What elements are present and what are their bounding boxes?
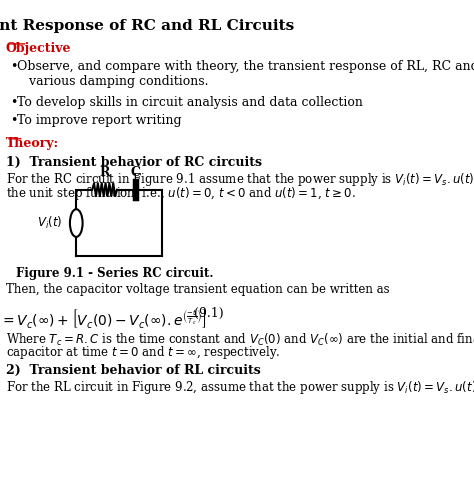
Text: C: C [130, 166, 140, 179]
Text: •: • [10, 60, 18, 73]
Text: (9.1): (9.1) [194, 307, 224, 320]
Text: •: • [10, 114, 18, 127]
Text: $V_c(t) = V_c(\infty) + \left[V_c(0) - V_c(\infty).e^{\left(\frac{-t}{T_c}\right: $V_c(t) = V_c(\infty) + \left[V_c(0) - V… [0, 307, 207, 330]
Text: Transient Response of RC and RL Circuits: Transient Response of RC and RL Circuits [0, 19, 294, 33]
Text: Observe, and compare with theory, the transient response of RL, RC and RLC circu: Observe, and compare with theory, the tr… [17, 60, 474, 88]
Text: the unit step function, i.e., $u(t) = 0$, $t < 0$ and $u(t) = 1$, $t \geq 0$.: the unit step function, i.e., $u(t) = 0$… [6, 185, 356, 202]
Text: R: R [100, 166, 110, 179]
Text: 2)  Transient behavior of RL circuits: 2) Transient behavior of RL circuits [6, 364, 261, 377]
Text: Objective: Objective [6, 42, 72, 55]
Text: Then, the capacitor voltage transient equation can be written as: Then, the capacitor voltage transient eq… [6, 283, 390, 296]
Text: Where $T_c = R.C$ is the time constant and $V_C(0)$ and $V_C(\infty)$ are the in: Where $T_c = R.C$ is the time constant a… [6, 331, 474, 347]
Text: capacitor at time $t = 0$ and $t = \infty$, respectively.: capacitor at time $t = 0$ and $t = \inft… [6, 344, 281, 361]
Text: Figure 9.1 - Series RC circuit.: Figure 9.1 - Series RC circuit. [16, 267, 214, 280]
Text: $V_i(t)$: $V_i(t)$ [37, 215, 63, 231]
Text: Theory:: Theory: [6, 137, 59, 150]
Text: To improve report writing: To improve report writing [17, 114, 182, 127]
Text: For the RL circuit in Figure 9.2, assume that the power supply is $V_i(t) = V_s.: For the RL circuit in Figure 9.2, assume… [6, 379, 474, 396]
Text: To develop skills in circuit analysis and data collection: To develop skills in circuit analysis an… [17, 96, 363, 109]
Text: For the RC circuit in Figure 9.1 assume that the power supply is $V_i(t) = V_s.u: For the RC circuit in Figure 9.1 assume … [6, 171, 474, 188]
Text: •: • [10, 96, 18, 109]
Text: 1)  Transient behavior of RC circuits: 1) Transient behavior of RC circuits [6, 156, 262, 169]
